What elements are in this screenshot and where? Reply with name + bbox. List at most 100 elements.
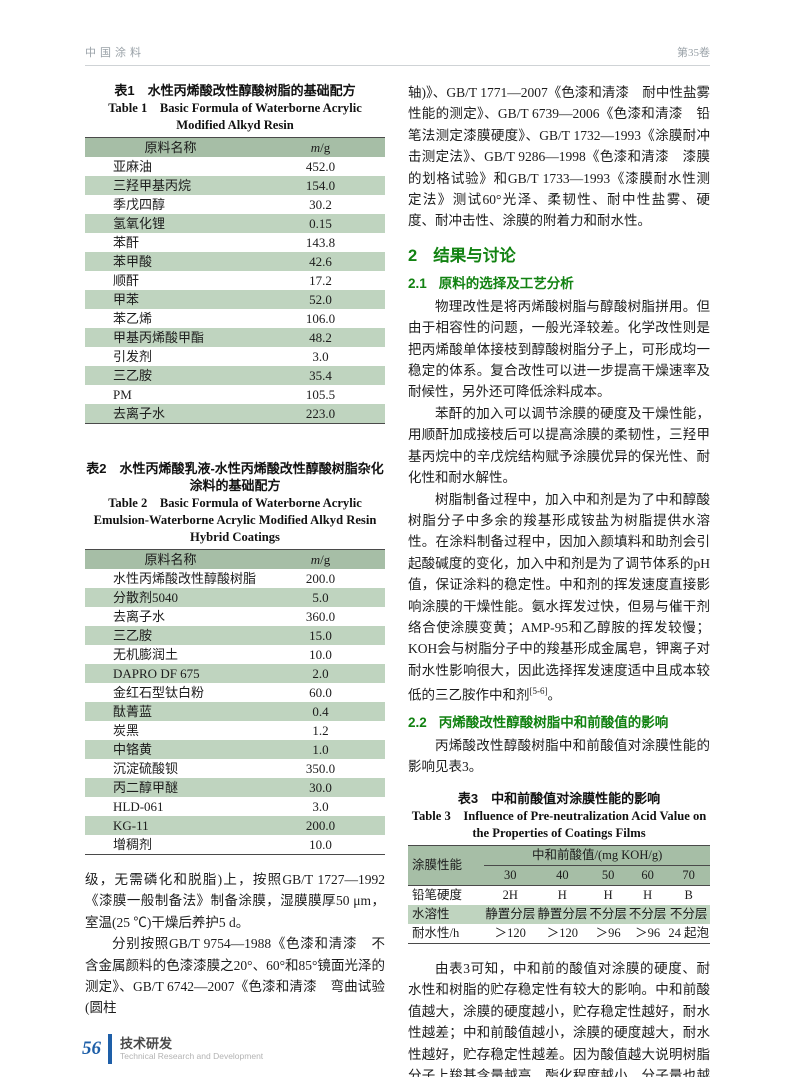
paragraph-text: 。 [547, 687, 562, 703]
unit-m: m [310, 140, 321, 155]
paragraph: 丙烯酸改性醇酸树脂中和前酸值对涂膜性能的影响见表3。 [408, 738, 710, 775]
ingredient-amount: 1.0 [312, 742, 329, 757]
ingredient-amount: 60.0 [309, 685, 332, 700]
property-value: H [557, 887, 567, 902]
acid-value: 60 [627, 865, 668, 886]
footer-section-en: Technical Research and Development [120, 1051, 264, 1061]
table1-caption: 表1 水性丙烯酸改性醇酸树脂的基础配方 Table 1 Basic Formul… [85, 82, 385, 134]
ingredient-name: 增稠剂 [113, 837, 153, 852]
property-value: 不分层 [669, 906, 708, 921]
acid-value: 50 [588, 865, 628, 886]
table-row: 甲苯 52.0 [85, 290, 385, 309]
journal-name: 中国涂料 [85, 47, 145, 59]
table-row: 增稠剂 10.0 [85, 835, 385, 855]
ingredient-amount: 30.2 [309, 197, 332, 212]
table-row: 甲基丙烯酸甲酯 48.2 [85, 328, 385, 347]
table-row: HLD-061 3.0 [85, 797, 385, 816]
acid-value: 70 [667, 865, 710, 886]
table-header-row: 涂膜性能 中和前酸值/(mg KOH/g) [408, 845, 710, 886]
ingredient-name: 氢氧化锂 [113, 216, 166, 231]
property-value: H [603, 887, 613, 902]
ingredient-amount: 223.0 [305, 406, 336, 421]
ingredient-amount: 154.0 [305, 178, 336, 193]
ingredient-name: 苯酐 [113, 235, 140, 250]
table-row: 酞菁蓝 0.4 [85, 702, 385, 721]
table-row: 引发剂 3.0 [85, 347, 385, 366]
table-row: 水性丙烯酸改性醇酸树脂 200.0 [85, 569, 385, 588]
right-column: 轴)》、GB/T 1771—2007《色漆和清漆 耐中性盐雾性能的测定》、GB/… [408, 82, 710, 1077]
property-value: 不分层 [589, 906, 627, 921]
unit-m: m [310, 552, 321, 567]
column-header-name: 原料名称 [85, 549, 256, 569]
table3-caption-en: Table 3 Influence of Pre-neutralization … [411, 808, 707, 840]
ingredient-name: 去离子水 [113, 406, 166, 421]
ingredient-name: HLD-061 [113, 799, 164, 814]
property-value: 静置分层 [485, 906, 536, 921]
ingredient-amount: 10.0 [309, 647, 332, 662]
table-row: 顺酐 17.2 [85, 271, 385, 290]
table-row: 亚麻油 452.0 [85, 157, 385, 176]
ingredient-amount: 0.15 [309, 216, 332, 231]
acid-value: 30 [484, 865, 537, 886]
table-row: 水溶性 静置分层 静置分层 不分层 不分层 不分层 [408, 904, 710, 924]
ingredient-amount: 35.4 [309, 368, 332, 383]
paragraph: 物理改性是将丙烯酸树脂与醇酸树脂拼用。但由于相容性的问题，一般光泽较差。化学改性… [408, 298, 710, 400]
property-value: 24 起泡 [668, 925, 709, 940]
table2-caption-cn: 表2 水性丙烯酸乳液-水性丙烯酸改性醇酸树脂杂化涂料的基础配方 [86, 461, 384, 493]
table-row: 去离子水 360.0 [85, 607, 385, 626]
property-value: ＞96 [635, 925, 661, 940]
section-number: 2.2 [408, 715, 427, 731]
table-row: DAPRO DF 675 2.0 [85, 664, 385, 683]
table-row: 分散剂5040 5.0 [85, 588, 385, 607]
section-title: 结果与讨论 [433, 246, 516, 265]
table-row: 去离子水 223.0 [85, 404, 385, 424]
ingredient-amount: 5.0 [312, 590, 329, 605]
paragraph: 级，无需磷化和脱脂)上，按照GB/T 1727—1992《漆膜一般制备法》制备涂… [85, 872, 385, 930]
ingredient-name: 三羟甲基丙烷 [113, 178, 192, 193]
corner-header: 涂膜性能 [408, 845, 485, 886]
ingredient-amount: 42.6 [309, 254, 332, 269]
ingredient-name: 亚麻油 [113, 159, 153, 174]
property-value: 2H [502, 887, 518, 902]
section-heading-2-1: 2.1 原料的选择及工艺分析 [408, 272, 710, 292]
table-row: 炭黑 1.2 [85, 721, 385, 740]
table-row: 金红石型钛白粉 60.0 [85, 683, 385, 702]
table1-caption-en: Table 1 Basic Formula of Waterborne Acry… [108, 101, 362, 132]
property-name: 水溶性 [412, 906, 450, 921]
ingredient-name: 无机膨润土 [113, 647, 179, 662]
ingredient-name: DAPRO DF 675 [113, 666, 200, 681]
ingredient-name: 分散剂5040 [113, 590, 179, 605]
unit-rest: /g [320, 140, 331, 155]
table-row: 苯酐 143.8 [85, 233, 385, 252]
ingredient-amount: 30.0 [309, 780, 332, 795]
table-row: 丙二醇甲醚 30.0 [85, 778, 385, 797]
ingredient-name: 三乙胺 [113, 628, 153, 643]
table1-caption-cn: 表1 水性丙烯酸改性醇酸树脂的基础配方 [114, 83, 356, 98]
column-header-unit: m/g [256, 137, 385, 157]
reference-superscript: [5-6] [529, 686, 548, 697]
ingredient-name: 甲基丙烯酸甲酯 [113, 330, 205, 345]
ingredient-name: 沉淀硫酸钡 [113, 761, 179, 776]
ingredient-name: 水性丙烯酸改性醇酸树脂 [113, 571, 257, 586]
paragraph: 分别按照GB/T 9754—1988《色漆和清漆 不含金属颜料的色漆漆膜之20°… [85, 936, 385, 1016]
table3-caption: 表3 中和前酸值对涂膜性能的影响 Table 3 Influence of Pr… [408, 790, 710, 842]
ingredient-amount: 200.0 [305, 818, 336, 833]
ingredient-amount: 452.0 [305, 159, 336, 174]
ingredient-amount: 106.0 [305, 311, 336, 326]
ingredient-amount: 3.0 [312, 799, 329, 814]
footer-section-cn: 技术研发 [120, 1036, 173, 1051]
ingredient-name: 去离子水 [113, 609, 166, 624]
property-name: 耐水性/h [412, 925, 460, 940]
ingredient-amount: 200.0 [305, 571, 336, 586]
ingredient-name: 炭黑 [113, 723, 140, 738]
ingredient-name: 苯甲酸 [113, 254, 153, 269]
ingredient-amount: 350.0 [305, 761, 336, 776]
property-value: ＞96 [595, 925, 621, 940]
table-header-row: 原料名称 m/g [85, 549, 385, 569]
property-value: 静置分层 [537, 906, 588, 921]
paragraph: 由表3可知，中和前的酸值对涂膜的硬度、耐水性和树脂的贮存稳定性有较大的影响。中和… [408, 960, 710, 1077]
table-row: KG-11 200.0 [85, 816, 385, 835]
property-value: ＞120 [546, 925, 578, 940]
section-heading-2: 2 结果与讨论 [408, 242, 710, 266]
table-row: 三乙胺 15.0 [85, 626, 385, 645]
